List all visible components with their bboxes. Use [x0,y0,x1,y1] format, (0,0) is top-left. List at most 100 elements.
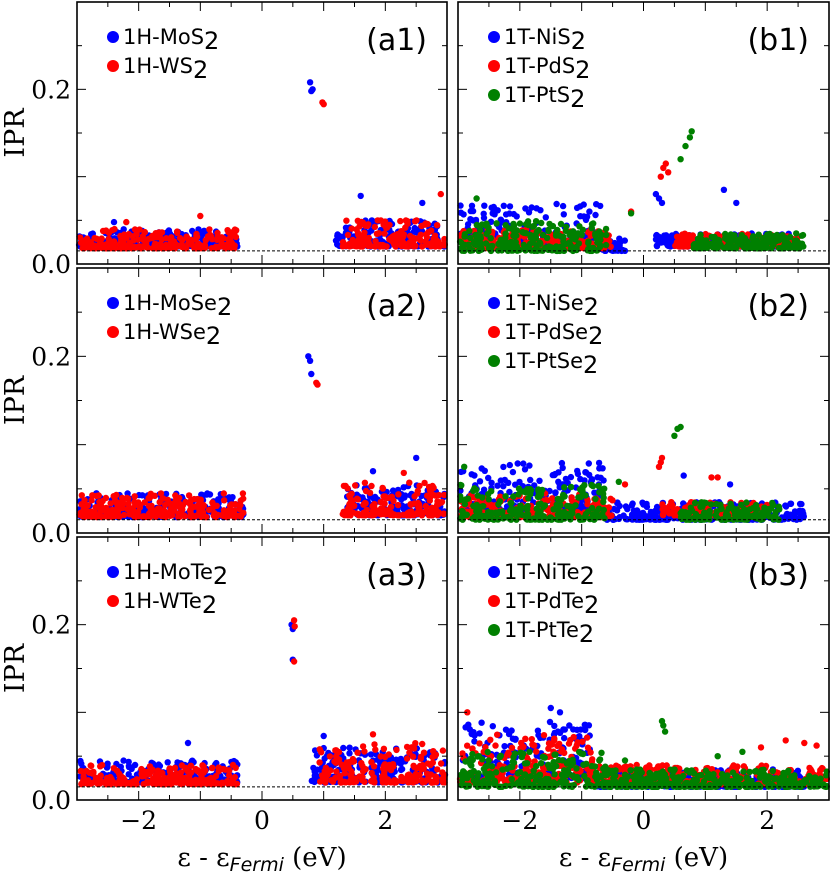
data-point [120,226,127,233]
data-point [558,459,566,467]
data-point [536,239,543,246]
data-point [472,231,479,239]
data-point [641,512,648,519]
data-point [421,479,428,487]
data-point [120,757,127,764]
series-1H-WS2 [76,99,448,252]
data-point [344,505,352,512]
data-point [208,245,215,252]
data-point [147,768,154,776]
data-point [473,221,480,229]
data-point [691,499,699,507]
data-point [360,220,367,228]
data-point [202,237,209,244]
legend-label: 1H-MoSe2 [123,291,232,321]
data-point [681,230,688,237]
data-point [377,498,384,506]
data-point [163,229,170,236]
data-point [525,209,533,216]
data-point [485,491,492,498]
data-point [361,479,369,486]
data-point [510,220,517,228]
legend-entry: 1T-NiS2 [488,25,586,55]
data-point [615,478,622,485]
data-point [139,513,146,520]
data-point [124,505,131,513]
y-tick-label: 0.2 [31,75,71,104]
data-point [734,239,741,247]
data-point [89,492,96,499]
data-point [320,101,327,108]
data-point [179,506,186,513]
data-point [502,222,509,229]
data-point [595,459,603,467]
data-point [502,211,510,218]
data-point [222,245,229,252]
data-point [513,227,520,234]
data-point [539,247,546,254]
data-point [371,243,379,250]
data-point [600,506,607,514]
data-point [104,507,111,514]
data-point [592,495,599,503]
data-point [102,227,109,234]
data-point [798,232,806,239]
data-point [365,242,372,250]
data-point [204,490,211,497]
data-point [145,502,153,510]
data-point [111,225,118,233]
data-point [512,239,519,246]
data-point [397,217,404,225]
data-point [461,500,469,508]
data-point [79,239,86,246]
data-point [509,468,517,476]
data-point [113,767,121,774]
data-point [567,473,575,481]
data-point [339,239,347,246]
data-point [539,231,547,239]
data-point [92,504,99,511]
data-point [176,234,184,242]
data-point [579,504,587,511]
data-point [627,210,635,217]
data-point [476,478,484,485]
data-point [105,513,112,521]
data-point [766,237,773,245]
data-point [722,244,729,251]
data-point [132,501,139,509]
data-point [200,502,208,509]
data-point [417,237,424,244]
data-point [425,508,432,515]
data-point [225,772,233,779]
data-point [787,243,794,251]
data-point [561,241,568,248]
data-point [493,511,501,518]
data-point [430,484,437,491]
data-point [237,497,244,504]
data-point [714,474,721,481]
data-point [346,750,353,757]
data-point [164,759,171,766]
data-point [577,475,584,483]
data-point [123,245,130,252]
data-point [793,237,800,244]
data-point [182,764,190,772]
data-point [354,229,362,236]
data-point [197,212,204,220]
data-point [510,493,517,500]
data-point [114,510,121,517]
data-point [657,239,665,246]
data-point [513,232,520,239]
data-point [357,192,364,200]
data-point [121,231,128,238]
data-point [553,200,560,208]
data-point [187,513,195,521]
data-point [501,476,508,484]
data-point [232,764,239,772]
data-point [657,459,664,466]
data-point [215,243,222,250]
data-point [480,214,488,222]
data-point [708,474,715,481]
data-point [537,500,544,507]
